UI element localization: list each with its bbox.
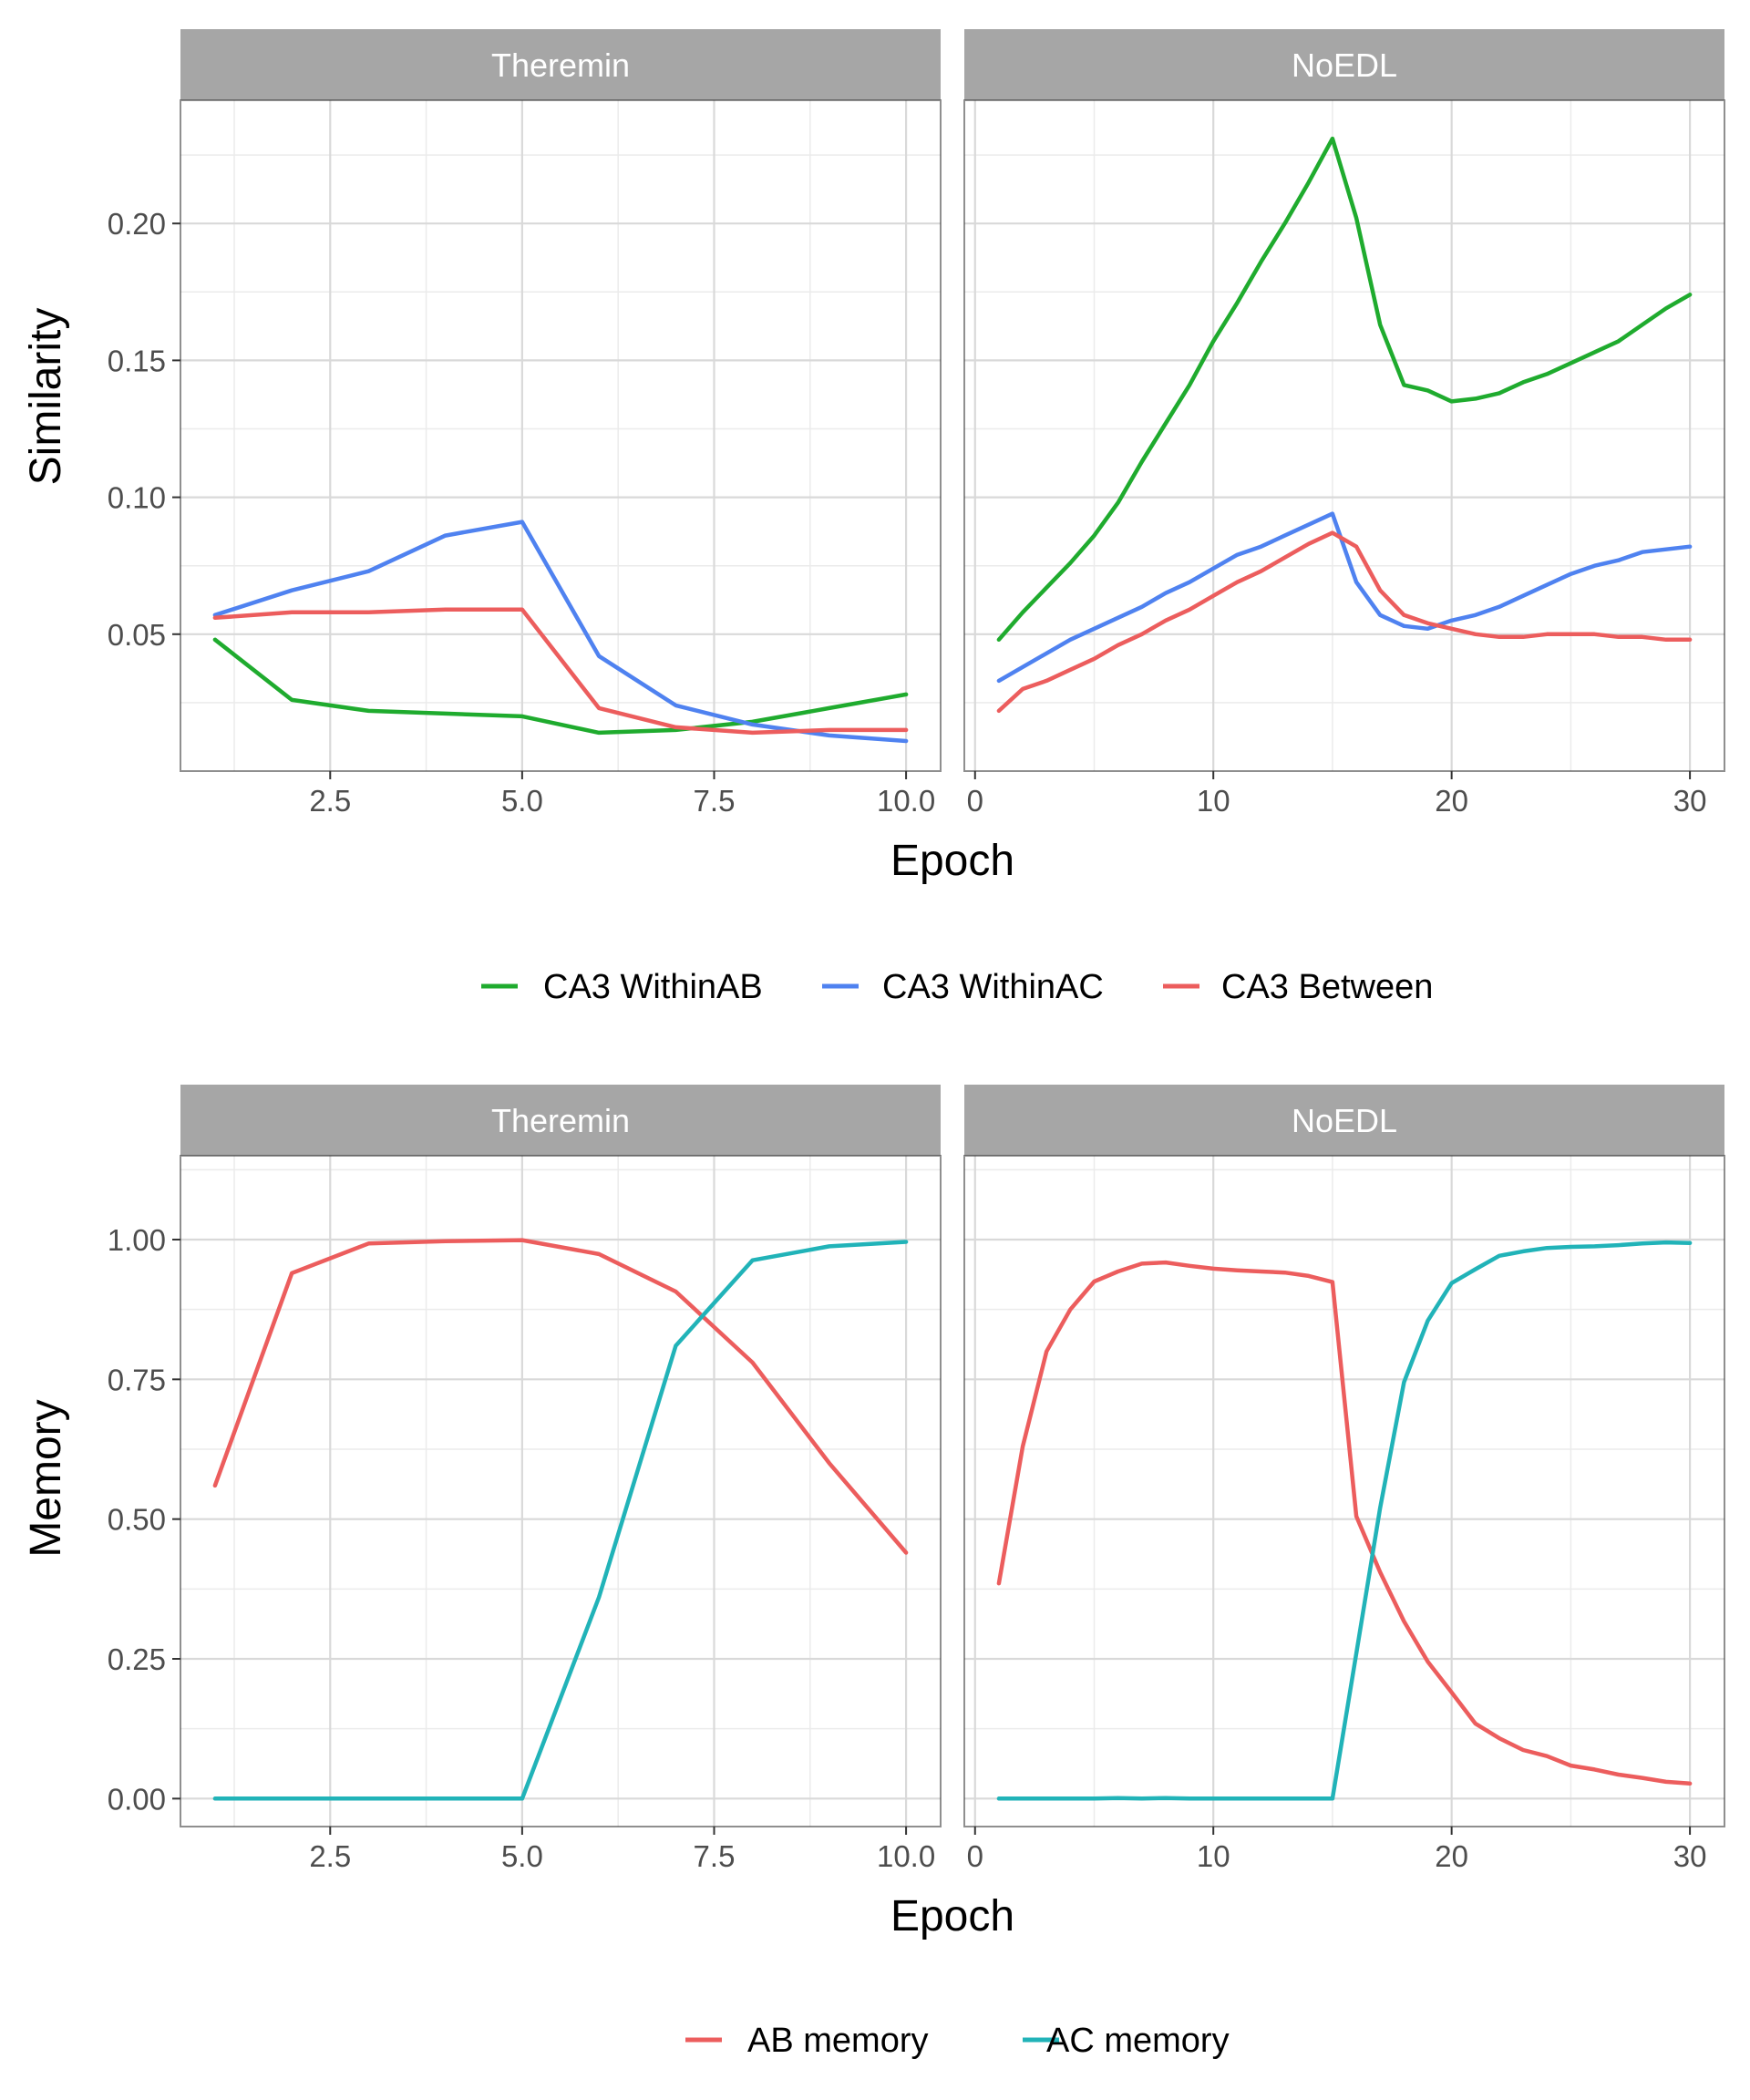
y-tick-label: 0.50 [108, 1503, 166, 1537]
x-tick-label: 5.0 [501, 784, 543, 818]
panel-border-theremin-memory [180, 1155, 942, 1827]
legend-label-ca3-withinab: CA3 WithinAB [543, 968, 763, 1006]
series-line-ca3-withinab [212, 637, 909, 736]
similarity-figure: Similarity Epoch Theremin 0.050.100.150.… [22, 29, 1725, 1006]
x-tick-label: 10 [1197, 784, 1230, 818]
series-line-ca3-withinab [996, 136, 1693, 643]
panel-border-noedl-similarity [963, 99, 1725, 772]
y-tick-label: 0.75 [108, 1363, 166, 1396]
x-tick-label: 20 [1435, 784, 1468, 818]
series-line-ac-memory [996, 1240, 1693, 1801]
x-tick-label: 20 [1435, 1839, 1468, 1873]
series-line-ab-memory [996, 1260, 1693, 1786]
x-tick-label: 0 [967, 784, 983, 818]
x-tick-label: 2.5 [309, 784, 351, 818]
x-tick-label: 7.5 [694, 1839, 736, 1873]
strip-title-noedl-memory: NoEDL [1292, 1102, 1397, 1139]
memory-panel-noedl: NoEDL 0 10 20 30 [963, 1085, 1725, 1873]
x-ticks-theremin-similarity: 2.5 5.0 7.5 10.0 [309, 771, 935, 818]
x-ticks-noedl-similarity: 0 10 20 30 [967, 771, 1707, 818]
y-tick-label: 0.20 [108, 207, 166, 241]
strip-title-theremin-memory: Theremin [491, 1102, 630, 1139]
strip-noedl-memory [964, 1085, 1724, 1156]
y-ticks-memory: 0.00 0.25 0.50 0.75 1.00 [108, 1223, 180, 1816]
strip-theremin-memory [180, 1085, 941, 1156]
series-line-ab-memory [212, 1238, 909, 1555]
series-line-ca3-between [212, 607, 909, 736]
x-tick-label: 10.0 [877, 784, 935, 818]
similarity-panel-theremin: Theremin 0.05 0.10 0.15 0.20 2.5 5.0 7.5 10.0 [108, 29, 942, 818]
strip-theremin-similarity [180, 29, 941, 100]
y-tick-label: 1.00 [108, 1223, 166, 1257]
legend-similarity: CA3 WithinAB CA3 WithinAC CA3 Between [481, 968, 1433, 1006]
strip-title-theremin-similarity: Theremin [491, 46, 630, 84]
memory-figure: Memory Epoch Theremin 0.00 0.25 0.50 0.75 1.… [22, 1085, 1725, 2060]
strip-title-noedl-similarity: NoEDL [1292, 46, 1397, 84]
y-tick-label: 0.00 [108, 1782, 166, 1816]
panel-border-theremin-similarity [180, 99, 942, 772]
y-ticks-similarity: 0.05 0.10 0.15 0.20 [108, 207, 180, 652]
series-lines-noedl-similarity [996, 136, 1693, 714]
memory-panel-theremin: Theremin 0.00 0.25 0.50 0.75 1.00 2.5 5.0 7.5 1… [108, 1085, 942, 1873]
similarity-y-axis-title: Similarity [22, 308, 70, 486]
x-tick-label: 0 [967, 1839, 983, 1873]
y-tick-label: 0.25 [108, 1642, 166, 1676]
legend-label-ab-memory: AB memory [747, 2022, 928, 2060]
similarity-panel-noedl: NoEDL 0 10 20 30 [963, 29, 1725, 818]
x-tick-label: 10.0 [877, 1839, 935, 1873]
panel-border-noedl-memory [963, 1155, 1725, 1827]
similarity-x-axis-title: Epoch [890, 837, 1014, 885]
series-lines-noedl-memory [996, 1240, 1693, 1801]
x-tick-label: 30 [1673, 784, 1707, 818]
x-tick-label: 30 [1673, 1839, 1707, 1873]
x-ticks-noedl-memory: 0 10 20 30 [967, 1827, 1707, 1873]
series-lines-theremin-similarity [212, 520, 909, 744]
gridlines-theremin-similarity [180, 100, 941, 771]
series-line-ca3-between [996, 530, 1693, 714]
legend-memory: AB memory AC memory [685, 2022, 1230, 2060]
memory-y-axis-title: Memory [22, 1399, 70, 1557]
y-tick-label: 0.10 [108, 481, 166, 515]
strip-noedl-similarity [964, 29, 1724, 100]
x-tick-label: 7.5 [694, 784, 736, 818]
x-tick-label: 10 [1197, 1839, 1230, 1873]
x-ticks-theremin-memory: 2.5 5.0 7.5 10.0 [309, 1827, 935, 1873]
legend-label-ca3-withinac: CA3 WithinAC [882, 968, 1104, 1006]
series-line-ac-memory [212, 1240, 909, 1801]
x-tick-label: 5.0 [501, 1839, 543, 1873]
series-lines-theremin-memory [212, 1238, 909, 1801]
y-tick-label: 0.15 [108, 344, 166, 377]
legend-label-ac-memory: AC memory [1046, 2022, 1230, 2060]
series-line-ca3-withinac [996, 511, 1693, 684]
memory-x-axis-title: Epoch [890, 1892, 1014, 1940]
x-tick-label: 2.5 [309, 1839, 351, 1873]
y-tick-label: 0.05 [108, 618, 166, 652]
legend-label-ca3-between: CA3 Between [1221, 968, 1433, 1006]
